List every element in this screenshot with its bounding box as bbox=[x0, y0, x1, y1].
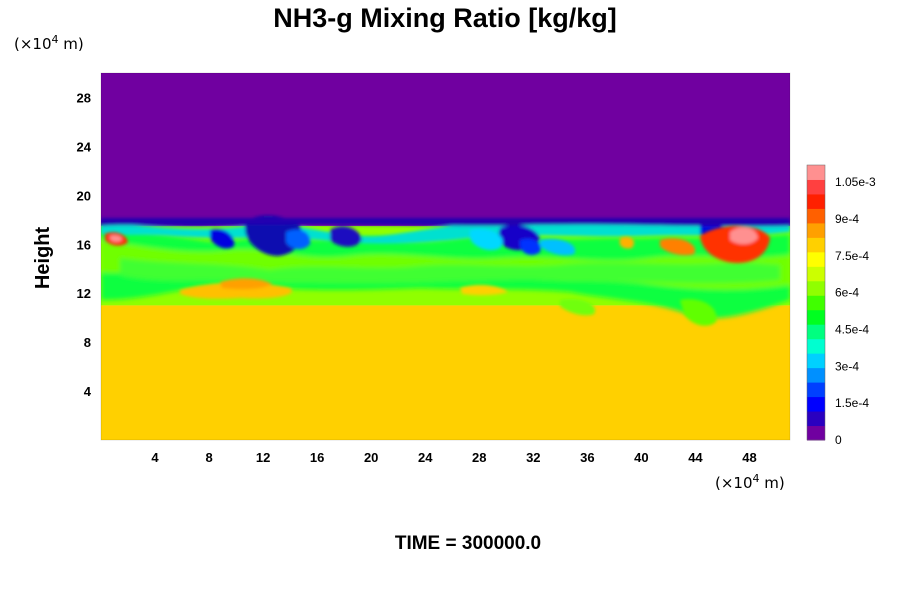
x-tick-label: 24 bbox=[418, 450, 433, 465]
x-tick-label: 44 bbox=[688, 450, 703, 465]
y-axis-label: Height bbox=[32, 227, 54, 290]
y-tick-label: 16 bbox=[77, 237, 91, 252]
x-tick-label: 20 bbox=[364, 450, 378, 465]
colorbar-swatch bbox=[807, 237, 825, 253]
colorbar-tick-label: 3e-4 bbox=[835, 359, 859, 373]
colorbar-swatch bbox=[807, 165, 825, 180]
colorbar-swatch bbox=[807, 208, 825, 224]
colorbar-tick-label: 7.5e-4 bbox=[835, 249, 869, 263]
colorbar-swatch bbox=[807, 280, 825, 296]
colorbar-tick-label: 6e-4 bbox=[835, 286, 859, 300]
y-tick-label: 20 bbox=[77, 188, 91, 203]
x-unit-label: (×104 m) bbox=[715, 472, 785, 492]
colorbar-tick-label: 1.5e-4 bbox=[835, 396, 869, 410]
x-tick-label: 40 bbox=[634, 450, 648, 465]
colorbar-swatch bbox=[807, 353, 825, 369]
colorbar-swatch bbox=[807, 338, 825, 354]
colorbar-swatch bbox=[807, 251, 825, 267]
colorbar-swatch bbox=[807, 382, 825, 398]
y-unit-label: (×104 m) bbox=[14, 33, 84, 53]
colorbar bbox=[806, 164, 826, 441]
x-tick-label: 48 bbox=[742, 450, 756, 465]
field-region bbox=[101, 73, 790, 226]
x-tick-label: 8 bbox=[205, 450, 212, 465]
colorbar-swatch bbox=[807, 266, 825, 282]
plot-frame bbox=[100, 72, 791, 441]
heatmap-field bbox=[101, 73, 790, 440]
colorbar-swatch bbox=[807, 295, 825, 311]
x-tick-label: 16 bbox=[310, 450, 324, 465]
x-tick-label: 32 bbox=[526, 450, 540, 465]
y-tick-label: 24 bbox=[77, 139, 92, 154]
time-label: TIME = 300000.0 bbox=[395, 533, 541, 554]
colorbar-tick-label: 9e-4 bbox=[835, 212, 859, 226]
chart-title: NH3-g Mixing Ratio [kg/kg] bbox=[273, 3, 617, 33]
x-tick-label: 12 bbox=[256, 450, 270, 465]
x-tick-label: 28 bbox=[472, 450, 486, 465]
colorbar-swatch bbox=[807, 324, 825, 340]
y-tick-label: 4 bbox=[84, 384, 92, 399]
field-region bbox=[101, 305, 790, 440]
colorbar-swatch bbox=[807, 309, 825, 325]
colorbar-swatch bbox=[807, 193, 825, 209]
colorbar-swatch bbox=[807, 425, 825, 441]
colorbar-tick-label: 1.05e-3 bbox=[835, 175, 876, 189]
colorbar-swatch bbox=[807, 367, 825, 383]
colorbar-tick-label: 0 bbox=[835, 433, 842, 447]
colorbar-swatch bbox=[807, 222, 825, 238]
x-tick-label: 36 bbox=[580, 450, 594, 465]
colorbar-tick-label: 4.5e-4 bbox=[835, 323, 869, 337]
x-tick-label: 4 bbox=[151, 450, 159, 465]
y-tick-label: 12 bbox=[77, 286, 91, 301]
y-tick-label: 8 bbox=[84, 335, 91, 350]
colorbar-swatch bbox=[807, 396, 825, 412]
colorbar-swatch bbox=[807, 411, 825, 427]
y-tick-label: 28 bbox=[77, 90, 91, 105]
colorbar-swatch bbox=[807, 179, 825, 195]
